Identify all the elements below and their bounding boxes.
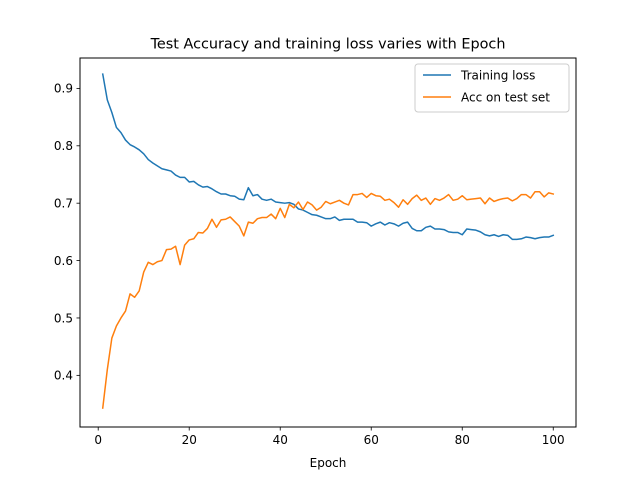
x-tick-label: 20 — [182, 433, 197, 447]
x-tick-label: 60 — [364, 433, 379, 447]
y-tick-label: 0.9 — [54, 82, 73, 96]
legend-label-acc-on-test-set: Acc on test set — [461, 91, 550, 105]
chart-title: Test Accuracy and training loss varies w… — [150, 37, 506, 53]
x-tick-label: 40 — [273, 433, 288, 447]
y-axis-ticks: 0.4 0.5 0.6 0.7 0.8 0.9 — [54, 82, 80, 383]
x-tick-label: 100 — [542, 433, 565, 447]
x-axis-ticks: 0 20 40 60 80 100 — [94, 427, 565, 447]
x-axis-label: Epoch — [310, 456, 347, 470]
legend-label-training-loss: Training loss — [460, 69, 535, 83]
series-lines — [101, 73, 555, 409]
y-tick-label: 0.6 — [54, 254, 73, 268]
y-tick-label: 0.5 — [54, 311, 73, 325]
y-tick-label: 0.7 — [54, 196, 73, 210]
y-tick-label: 0.8 — [54, 139, 73, 153]
x-tick-label: 80 — [455, 433, 470, 447]
series-line-training-loss — [101, 73, 555, 241]
legend-box — [414, 63, 570, 113]
plot-frame — [79, 57, 577, 428]
series-line-acc-on-test-set — [101, 190, 555, 409]
x-tick-label: 0 — [94, 433, 102, 447]
legend: Training loss Acc on test set — [414, 63, 570, 113]
y-tick-label: 0.4 — [54, 369, 73, 383]
